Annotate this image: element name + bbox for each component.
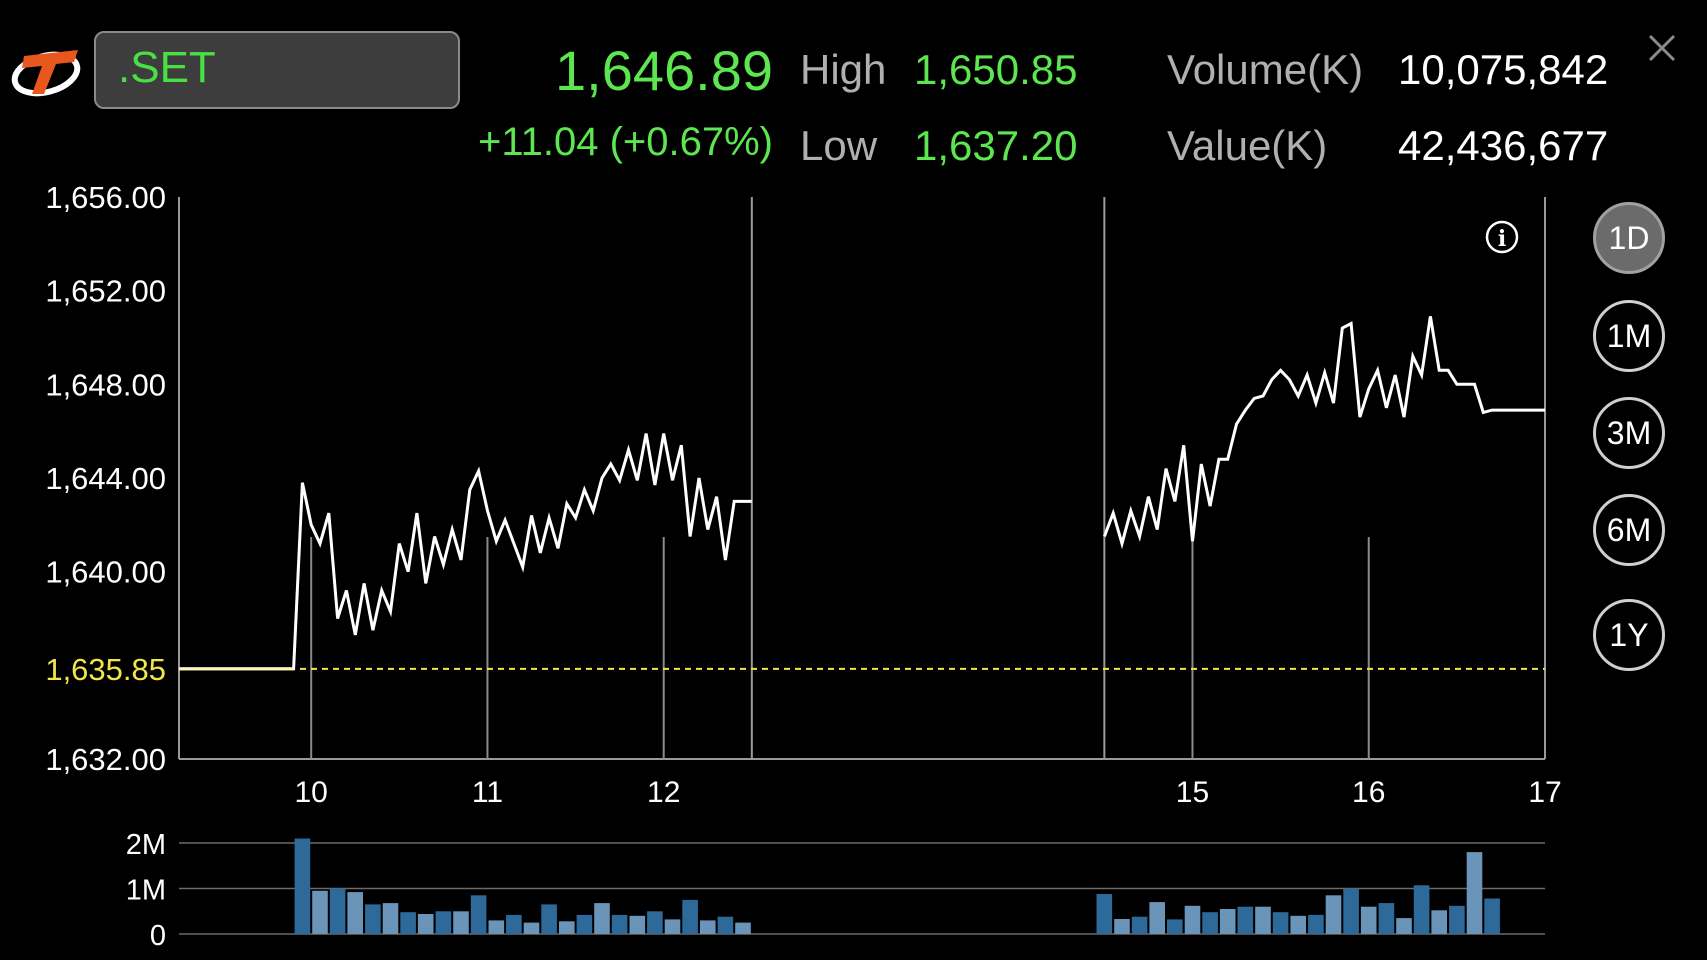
volume-tick-label: 1M bbox=[126, 875, 166, 907]
volume-bar bbox=[1466, 852, 1483, 934]
volume-bar bbox=[1219, 909, 1236, 934]
volume-bar bbox=[700, 920, 716, 934]
low-label: Low bbox=[800, 122, 878, 169]
y-tick-label: 1,656.00 bbox=[45, 180, 166, 215]
volume-bar bbox=[1449, 905, 1465, 934]
low-value: 1,637.20 bbox=[914, 122, 1078, 169]
volume-bar bbox=[1290, 915, 1306, 934]
volume-bar bbox=[1396, 918, 1412, 934]
y-tick-label: 1,648.00 bbox=[45, 367, 166, 402]
volume-bar bbox=[647, 911, 663, 935]
app-logo bbox=[11, 50, 81, 97]
x-tick-label: 16 bbox=[1352, 776, 1385, 809]
volume-bar bbox=[559, 921, 575, 934]
last-price: 1,646.89 bbox=[555, 39, 773, 102]
volume-bar bbox=[1484, 898, 1500, 934]
y-tick-label: 1,640.00 bbox=[45, 555, 166, 590]
value-value: 42,436,677 bbox=[1398, 122, 1609, 169]
volume-bar bbox=[417, 914, 434, 934]
price-line-morning bbox=[179, 433, 752, 671]
price-line-afternoon bbox=[1102, 316, 1545, 550]
volume-bar bbox=[1131, 916, 1148, 934]
volume-bar bbox=[347, 892, 363, 934]
volume-bar bbox=[1431, 910, 1447, 934]
close-icon[interactable] bbox=[1644, 30, 1680, 66]
volume-value: 10,075,842 bbox=[1398, 46, 1609, 93]
volume-bar bbox=[1096, 894, 1113, 934]
volume-bar bbox=[312, 890, 328, 934]
volume-bar bbox=[488, 920, 505, 934]
volume-bar bbox=[1114, 919, 1130, 934]
volume-bar bbox=[576, 914, 593, 934]
volume-bar bbox=[1360, 906, 1377, 934]
value-label: Value(K) bbox=[1167, 122, 1328, 169]
volume-bar bbox=[541, 904, 557, 934]
volume-label: Volume(K) bbox=[1167, 46, 1364, 93]
volume-bar bbox=[1413, 885, 1430, 934]
volume-bar bbox=[1255, 906, 1271, 934]
info-icon bbox=[1485, 220, 1519, 254]
volume-bar bbox=[1325, 895, 1342, 934]
volume-bar bbox=[1149, 902, 1165, 934]
volume-bar bbox=[735, 922, 751, 934]
volume-bar bbox=[1237, 906, 1254, 934]
x-tick-label: 12 bbox=[647, 776, 680, 809]
x-tick-label: 11 bbox=[472, 776, 503, 809]
symbol-text: .SET bbox=[118, 43, 216, 92]
volume-tick-label: 0 bbox=[150, 920, 166, 952]
period-button-3m[interactable]: 3M bbox=[1593, 397, 1665, 469]
x-tick-label: 17 bbox=[1528, 776, 1561, 809]
period-button-1y[interactable]: 1Y bbox=[1593, 599, 1665, 671]
volume-bar bbox=[470, 895, 487, 934]
period-button-6m[interactable]: 6M bbox=[1593, 494, 1665, 566]
x-tick-label: 10 bbox=[295, 776, 328, 809]
volume-bar bbox=[629, 915, 646, 934]
price-change: +11.04 (+0.67%) bbox=[477, 120, 773, 164]
volume-bar bbox=[717, 916, 734, 934]
volume-bar bbox=[682, 899, 698, 934]
volume-bar bbox=[365, 904, 381, 934]
info-icon-glyph: i bbox=[1498, 226, 1506, 252]
volume-bar bbox=[1378, 903, 1395, 934]
high-label: High bbox=[800, 46, 887, 93]
period-button-1d[interactable]: 1D bbox=[1593, 202, 1665, 274]
volume-bar bbox=[1167, 919, 1183, 934]
volume-bar bbox=[523, 922, 540, 934]
x-tick-label: 15 bbox=[1176, 776, 1209, 809]
volume-bar bbox=[1343, 888, 1359, 934]
y-tick-label: 1,632.00 bbox=[45, 742, 166, 777]
volume-bar bbox=[453, 911, 469, 935]
volume-bar bbox=[329, 888, 346, 934]
volume-bar bbox=[594, 903, 610, 934]
volume-bar bbox=[506, 914, 522, 934]
volume-bar bbox=[611, 914, 628, 934]
volume-tick-label: 2M bbox=[126, 829, 166, 861]
y-tick-label: 1,644.00 bbox=[45, 461, 166, 496]
volume-bar bbox=[1184, 905, 1201, 934]
volume-bar bbox=[294, 838, 311, 934]
volume-bar bbox=[1308, 914, 1324, 934]
high-value: 1,650.85 bbox=[914, 46, 1078, 93]
period-button-1m[interactable]: 1M bbox=[1593, 300, 1665, 372]
volume-bar bbox=[1272, 912, 1289, 934]
volume-bar bbox=[1202, 912, 1218, 934]
reference-label: 1,635.85 bbox=[45, 652, 166, 687]
symbol-search-box[interactable]: .SET bbox=[94, 31, 460, 109]
volume-bar bbox=[664, 919, 681, 934]
volume-bar bbox=[435, 911, 452, 935]
y-tick-label: 1,652.00 bbox=[45, 274, 166, 309]
volume-bar bbox=[382, 903, 399, 934]
volume-bar bbox=[400, 912, 416, 934]
